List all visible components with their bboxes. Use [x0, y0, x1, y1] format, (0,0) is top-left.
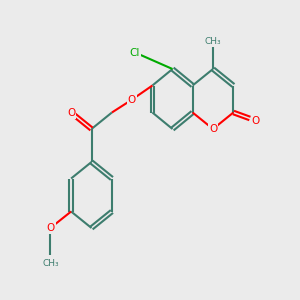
Text: O: O [252, 116, 260, 127]
Text: CH₃: CH₃ [205, 38, 221, 46]
Text: CH₃: CH₃ [42, 260, 59, 268]
Text: O: O [67, 107, 75, 118]
Text: O: O [128, 94, 136, 105]
Text: O: O [46, 223, 55, 233]
Text: O: O [209, 124, 217, 134]
Text: Cl: Cl [130, 47, 140, 58]
